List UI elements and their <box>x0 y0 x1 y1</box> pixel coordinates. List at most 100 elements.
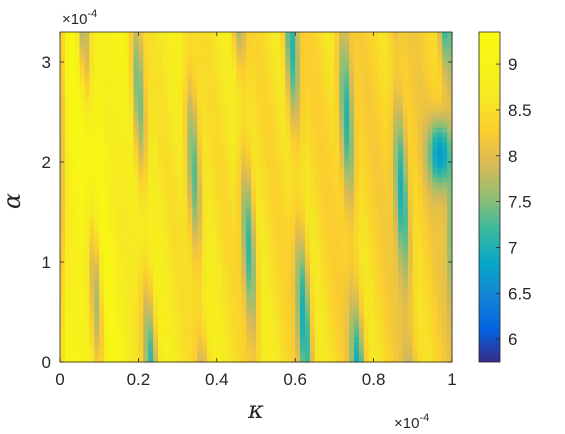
heatmap-cell <box>158 152 164 158</box>
heatmap-cell <box>123 322 130 328</box>
heatmap-cell <box>256 212 262 218</box>
heatmap-cell <box>231 197 237 203</box>
heatmap-cell <box>177 192 184 198</box>
heatmap-cell <box>153 117 159 123</box>
heatmap-cell <box>172 112 179 118</box>
heatmap-cell <box>265 357 272 363</box>
heatmap-cell <box>177 197 184 203</box>
heatmap-cell <box>378 327 384 333</box>
heatmap-cell <box>94 102 100 108</box>
heatmap-cell <box>167 207 174 213</box>
heatmap-cell <box>202 122 208 128</box>
heatmap-cell <box>417 322 424 328</box>
heatmap-cell <box>290 297 296 303</box>
heatmap-cell <box>202 142 208 148</box>
heatmap-cell <box>74 187 81 193</box>
heatmap-cell <box>265 242 272 248</box>
heatmap-cell <box>89 37 95 43</box>
heatmap-cell <box>177 97 184 103</box>
heatmap-cell <box>74 282 81 288</box>
heatmap-cell <box>363 197 370 203</box>
heatmap-cell <box>192 192 198 198</box>
heatmap-cell <box>378 77 384 83</box>
heatmap-cell <box>403 92 409 98</box>
heatmap-cell <box>158 192 164 198</box>
heatmap-cell <box>314 267 321 273</box>
heatmap-cell <box>207 217 213 223</box>
heatmap-cell <box>158 77 164 83</box>
heatmap-cell <box>334 337 340 343</box>
heatmap-cell <box>167 137 174 143</box>
heatmap-cell <box>99 357 105 363</box>
heatmap-cell <box>285 282 291 288</box>
heatmap-cell <box>393 137 399 143</box>
heatmap-cell <box>207 67 213 73</box>
heatmap-cell <box>412 72 419 78</box>
heatmap-cell <box>211 137 218 143</box>
heatmap-cell <box>349 242 355 248</box>
heatmap-cell <box>246 112 252 118</box>
heatmap-cell <box>260 227 267 233</box>
heatmap-cell <box>398 202 404 208</box>
heatmap-cell <box>260 112 267 118</box>
heatmap-cell <box>94 257 100 263</box>
heatmap-cell <box>329 112 335 118</box>
heatmap-cell <box>211 47 218 53</box>
heatmap-cell <box>324 327 331 333</box>
heatmap-cell <box>373 152 380 158</box>
heatmap-cell <box>358 202 365 208</box>
heatmap-cell <box>275 337 282 343</box>
heatmap-cell <box>398 252 404 258</box>
heatmap-cell <box>138 97 144 103</box>
heatmap-cell <box>324 142 331 148</box>
heatmap-cell <box>246 172 252 178</box>
heatmap-cell <box>334 307 340 313</box>
heatmap-cell <box>354 292 360 298</box>
heatmap-cell <box>197 32 203 38</box>
heatmap-cell <box>319 267 326 273</box>
heatmap-cell <box>270 157 277 163</box>
heatmap-cell <box>74 172 81 178</box>
heatmap-cell <box>358 82 365 88</box>
heatmap-cell <box>334 152 340 158</box>
heatmap-cell <box>202 97 208 103</box>
heatmap-cell <box>378 132 384 138</box>
heatmap-cell <box>118 97 125 103</box>
heatmap-cell <box>314 102 321 108</box>
heatmap-cell <box>295 252 301 258</box>
heatmap-cell <box>148 122 154 128</box>
heatmap-cell <box>158 327 164 333</box>
heatmap-cell <box>143 357 149 363</box>
heatmap-cell <box>256 267 262 273</box>
heatmap-cell <box>79 247 86 253</box>
heatmap-cell <box>84 72 90 78</box>
heatmap-cell <box>285 172 291 178</box>
heatmap-cell <box>133 57 139 63</box>
heatmap-cell <box>69 72 76 78</box>
heatmap-cell <box>148 77 154 83</box>
heatmap-cell <box>256 177 262 183</box>
heatmap-cell <box>128 92 135 98</box>
heatmap-cell <box>295 92 301 98</box>
heatmap-cell <box>334 352 340 358</box>
heatmap-cell <box>393 277 399 283</box>
heatmap-cell <box>378 117 384 123</box>
heatmap-cell <box>79 307 86 313</box>
heatmap-cell <box>290 332 296 338</box>
heatmap-cell <box>226 237 233 243</box>
heatmap-cell <box>280 47 286 53</box>
heatmap-cell <box>89 182 95 188</box>
heatmap-cell <box>158 187 164 193</box>
heatmap-cell <box>319 352 326 358</box>
heatmap-cell <box>334 67 340 73</box>
heatmap-cell <box>417 47 424 53</box>
heatmap-cell <box>89 72 95 78</box>
heatmap-cell <box>236 92 242 98</box>
heatmap-cell <box>319 122 326 128</box>
heatmap-cell <box>148 302 154 308</box>
heatmap-cell <box>60 47 66 53</box>
heatmap-cell <box>231 137 237 143</box>
heatmap-cell <box>138 262 144 268</box>
heatmap-cell <box>231 222 237 228</box>
heatmap-cell <box>118 77 125 83</box>
